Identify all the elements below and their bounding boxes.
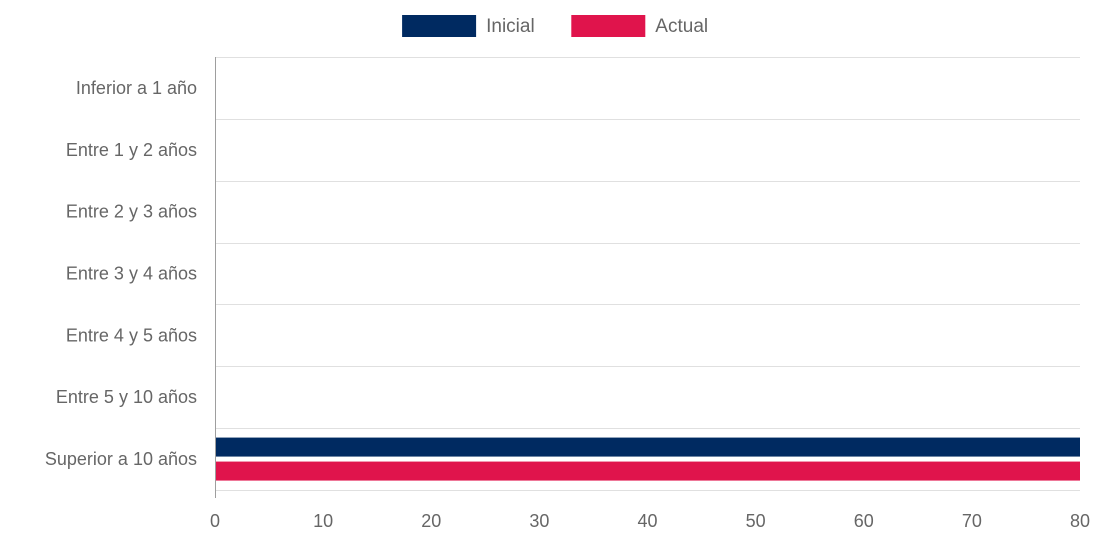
- bar-actual: [215, 461, 1080, 481]
- x-tick-label: 20: [421, 511, 441, 529]
- category-labels: Inferior a 1 año Entre 1 y 2 años Entre 2 …: [45, 78, 197, 469]
- x-tick-label: 30: [529, 511, 549, 529]
- x-tick-label: 40: [637, 511, 657, 529]
- bar-inicial: [215, 437, 1080, 457]
- x-tick-label: 0: [210, 511, 220, 529]
- legend-swatch-inicial: [402, 15, 477, 37]
- legend-swatch-actual: [571, 15, 646, 37]
- x-tick-label: 10: [313, 511, 333, 529]
- legend-label-actual: Actual: [655, 16, 708, 37]
- x-tick-label: 60: [854, 511, 874, 529]
- x-tick-label: 80: [1070, 511, 1090, 529]
- chart-legend: Inicial Actual: [402, 15, 708, 37]
- category-label: Entre 4 y 5 años: [66, 325, 197, 345]
- category-label: Entre 3 y 4 años: [66, 264, 197, 284]
- category-label: Superior a 10 años: [45, 449, 197, 469]
- gridlines: [215, 57, 1080, 491]
- category-label: Inferior a 1 año: [76, 78, 197, 98]
- category-label: Entre 2 y 3 años: [66, 202, 197, 222]
- category-label: Entre 1 y 2 años: [66, 140, 197, 160]
- x-tick-label: 70: [962, 511, 982, 529]
- category-label: Entre 5 y 10 años: [56, 387, 197, 407]
- tick-labels: 0 10 20 30 40 50 60 70 80: [210, 511, 1090, 531]
- legend-label-inicial: Inicial: [486, 16, 535, 37]
- x-tick-label: 50: [746, 511, 766, 529]
- bars-group: [215, 437, 1080, 481]
